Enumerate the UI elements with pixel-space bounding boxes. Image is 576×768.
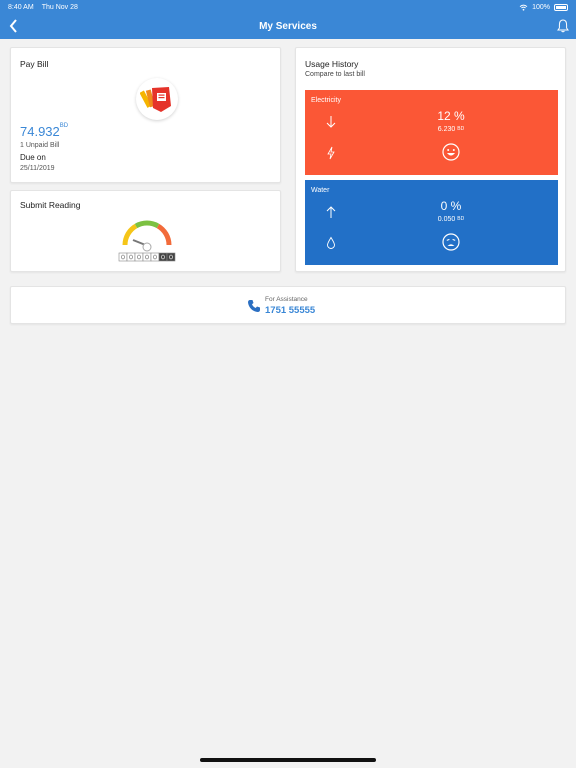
- lightning-icon: [327, 146, 335, 160]
- notifications-button[interactable]: [554, 17, 572, 35]
- water-drop-icon: [327, 236, 335, 249]
- submit-reading-card[interactable]: Submit Reading: [10, 190, 281, 272]
- assistance-phone-number[interactable]: 1751 55555: [265, 305, 316, 316]
- usage-history-title: Usage History: [305, 59, 359, 69]
- usage-history-card: Usage History Compare to last bill Elect…: [295, 47, 566, 272]
- bill-icon: [136, 78, 178, 120]
- status-right: 100%: [519, 3, 568, 11]
- wifi-icon: [519, 4, 528, 11]
- battery-percent: 100%: [532, 3, 550, 11]
- water-amount-value: 0.050: [437, 216, 456, 223]
- electricity-percent: 12 %: [437, 109, 465, 123]
- pay-bill-title: Pay Bill: [20, 59, 49, 69]
- due-date: 25/11/2019: [20, 165, 55, 172]
- water-percent: 0 %: [440, 199, 462, 213]
- back-button[interactable]: [4, 17, 22, 35]
- water-amount: 0.050 BD: [305, 216, 576, 223]
- electricity-amount: 6.230 BD: [305, 126, 576, 133]
- status-time: 8:40 AM: [8, 3, 34, 11]
- bill-amount-value: 74.932: [20, 124, 60, 139]
- page-title: My Services: [259, 21, 317, 32]
- meter-gauge-icon: [118, 220, 176, 262]
- water-label: Water: [311, 187, 330, 194]
- electricity-amount-value: 6.230: [437, 126, 456, 133]
- status-bar: 8:40 AM Thu Nov 28 100%: [0, 0, 576, 14]
- bell-icon: [557, 19, 569, 33]
- submit-reading-title: Submit Reading: [20, 200, 81, 210]
- electricity-label: Electricity: [311, 97, 341, 104]
- electricity-usage-panel[interactable]: Electricity 12 % 6.230 BD: [305, 90, 558, 175]
- chevron-left-icon: [9, 19, 17, 33]
- battery-icon: [554, 3, 568, 11]
- home-indicator[interactable]: [200, 758, 376, 762]
- electricity-currency: BD: [457, 126, 465, 132]
- water-currency: BD: [457, 216, 465, 222]
- status-date: Thu Nov 28: [41, 3, 78, 11]
- usage-history-subtitle: Compare to last bill: [305, 71, 365, 78]
- assistance-card[interactable]: For Assistance 1751 55555: [10, 286, 566, 324]
- bill-amount: 74.932BD: [20, 123, 69, 139]
- arrow-up-icon: [326, 206, 336, 218]
- navigation-bar: My Services: [0, 14, 576, 39]
- bill-currency: BD: [59, 123, 69, 129]
- happy-face-icon: [442, 143, 460, 161]
- pay-bill-card[interactable]: Pay Bill 74.932BD 1 Unpaid Bill Due on 2…: [10, 47, 281, 183]
- sad-face-icon: [442, 233, 460, 251]
- unpaid-bills-count: 1 Unpaid Bill: [20, 142, 60, 149]
- arrow-down-icon: [326, 116, 336, 128]
- water-usage-panel[interactable]: Water 0 % 0.050 BD: [305, 180, 558, 265]
- assistance-label: For Assistance: [265, 296, 308, 303]
- phone-icon: [248, 300, 260, 312]
- due-label: Due on: [20, 153, 46, 162]
